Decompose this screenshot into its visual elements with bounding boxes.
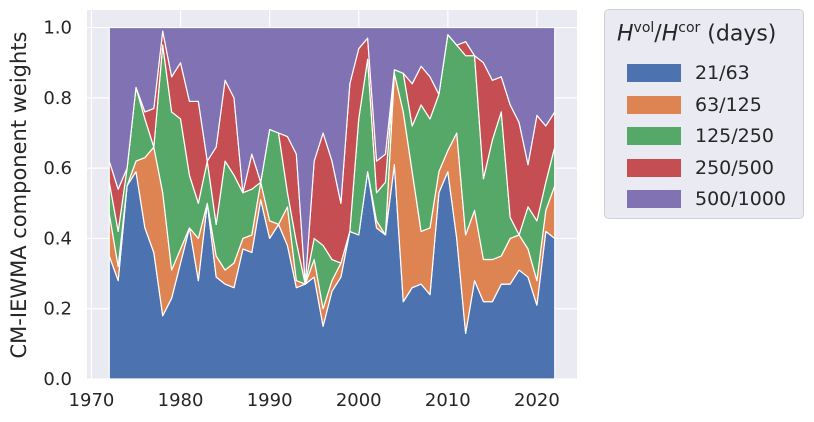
area-500-1000 [108, 26, 556, 285]
y-tick-label: 0.6 [43, 158, 72, 179]
y-axis-ticks: 0.0 0.2 0.4 0.6 0.8 1.0 [43, 18, 72, 390]
legend-label: 63/125 [695, 93, 762, 116]
y-tick-label: 1.0 [43, 18, 72, 39]
legend-swatch [627, 158, 681, 177]
y-tick-label: 0.8 [43, 88, 72, 109]
x-tick-label: 1990 [247, 390, 293, 411]
legend-item-500-1000: 500/1000 [627, 188, 786, 210]
x-tick-label: 1980 [158, 390, 204, 411]
legend-swatch [627, 190, 681, 208]
y-tick-label: 0.0 [43, 369, 72, 390]
x-tick-label: 1970 [69, 390, 115, 411]
area-series [108, 26, 556, 380]
legend-swatch [627, 127, 681, 145]
x-tick-label: 2020 [514, 390, 560, 411]
x-tick-label: 2010 [425, 390, 471, 411]
y-axis-title: CM-IEWMA component weights [7, 32, 31, 359]
legend: Hvol/Hcor (days) 21/63 63/125 125/250 250/5… [604, 9, 804, 219]
y-tick-label: 0.4 [43, 228, 72, 249]
y-tick-label: 0.2 [43, 299, 72, 320]
legend-label: 125/250 [695, 125, 774, 147]
legend-item-63-125: 63/125 [627, 94, 762, 116]
legend-item-21-63: 21/63 [627, 62, 750, 84]
legend-item-125-250: 125/250 [627, 125, 774, 147]
legend-swatch [627, 64, 681, 82]
legend-title: Hvol/Hcor (days) [617, 20, 777, 47]
x-axis-ticks: 1970 1980 1990 2000 2010 2020 [69, 390, 560, 411]
legend-label: 250/500 [695, 156, 774, 179]
legend-label: 21/63 [695, 62, 750, 84]
x-tick-label: 2000 [336, 390, 382, 411]
legend-item-250-500: 250/500 [627, 157, 774, 179]
legend-label: 500/1000 [695, 188, 787, 210]
legend-swatch [627, 95, 681, 114]
